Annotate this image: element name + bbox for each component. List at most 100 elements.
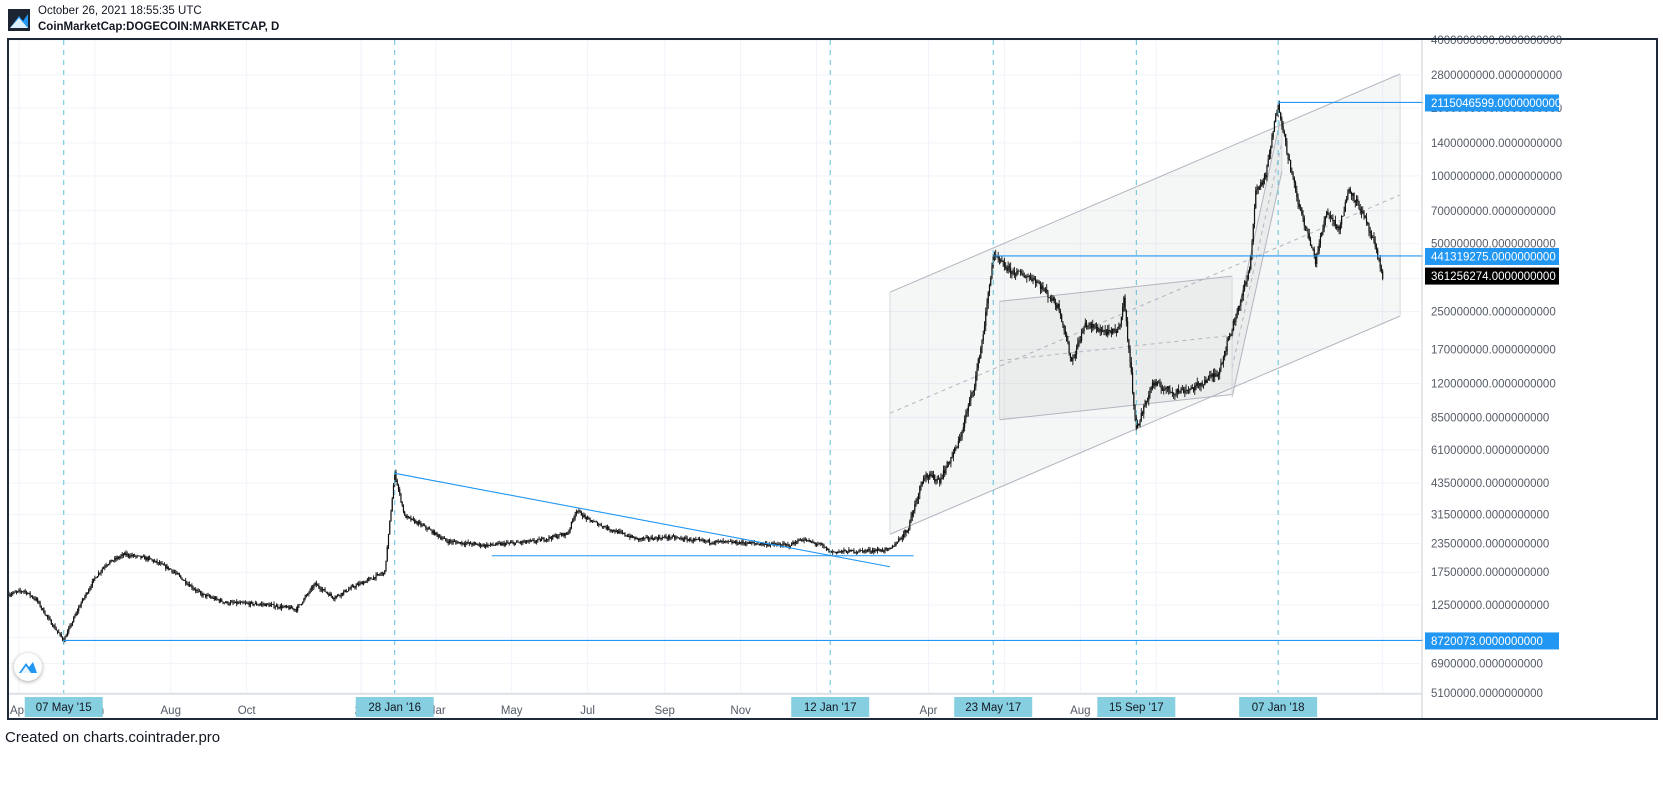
candle-body [723, 541, 726, 542]
candle-body [116, 557, 118, 560]
candle-body [508, 543, 510, 544]
candle-body [1270, 147, 1272, 154]
candle-body [1190, 388, 1192, 390]
candle-body [149, 557, 151, 559]
candle-body [599, 524, 601, 526]
candle-body [640, 538, 642, 540]
candle-body [1113, 328, 1115, 330]
candle-body [491, 543, 493, 545]
candle-body [99, 572, 101, 574]
candle-body [267, 603, 269, 605]
candle-body [351, 585, 354, 587]
candle-body [1033, 278, 1035, 280]
candle-body [961, 430, 963, 437]
candle-body [1148, 394, 1150, 401]
candle-body [1281, 118, 1283, 126]
candle-body [241, 601, 243, 603]
y-tick-label: 1000000000.0000000000 [1431, 171, 1562, 183]
candle-body [1345, 199, 1348, 203]
candle-body [303, 598, 305, 603]
candle-body [664, 536, 666, 538]
small-channel-median [1231, 142, 1283, 368]
candle-body [583, 515, 585, 517]
candle-body [1138, 423, 1140, 426]
candle-body [1327, 211, 1329, 215]
candle-body [859, 550, 861, 552]
candle-body [1382, 271, 1384, 279]
candle-body [675, 537, 677, 539]
candle-body [1314, 256, 1317, 265]
candle-body [914, 503, 916, 511]
candle-body [682, 539, 684, 541]
candle-body [736, 541, 738, 545]
candle-body [61, 636, 64, 640]
candle-body [741, 541, 743, 544]
candle-body [1299, 206, 1302, 208]
candle-body [720, 540, 722, 543]
candle-body [501, 543, 503, 546]
candle-body [856, 551, 859, 553]
candle-body [1247, 272, 1249, 280]
candle-body [746, 543, 748, 545]
candle-body [256, 603, 258, 605]
candle-body [1080, 332, 1083, 341]
candle-body [1224, 351, 1226, 358]
candle-body [321, 589, 324, 591]
candle-body [589, 518, 591, 520]
candle-body [674, 536, 676, 539]
candle-body [1105, 331, 1108, 335]
candle-body [293, 608, 295, 610]
candle-body [1347, 193, 1349, 200]
candle-body [412, 518, 414, 520]
candle-body [1282, 125, 1284, 133]
candle-body [187, 584, 189, 585]
mid-channel-fill [999, 276, 1233, 420]
candle-body [356, 583, 358, 586]
candle-body [81, 599, 84, 603]
candle-body [590, 519, 592, 522]
candle-body [447, 541, 449, 544]
candle-body [84, 596, 86, 599]
candle-body [537, 539, 539, 541]
candle-body [753, 542, 755, 544]
candle-body [114, 558, 116, 561]
candle-body [461, 542, 463, 545]
candle-body [910, 516, 912, 522]
candle-body [335, 596, 337, 599]
candle-body [942, 470, 945, 479]
candle-body [884, 548, 886, 552]
candle-body [161, 563, 163, 565]
candle-body [585, 516, 587, 520]
candle-body [1083, 326, 1085, 332]
candle-body [1255, 190, 1257, 209]
candle-body [1332, 217, 1334, 222]
candle-body [1150, 388, 1152, 390]
candle-body [1319, 235, 1322, 244]
candle-body [985, 311, 987, 326]
candle-body [850, 549, 852, 551]
candle-body [912, 510, 915, 513]
candle-body [314, 582, 316, 586]
candle-body [1334, 220, 1336, 226]
candle-body [893, 545, 895, 547]
candle-body [1316, 254, 1318, 265]
candle-body [471, 544, 473, 545]
cointrader-fab-button[interactable] [14, 653, 42, 681]
candle-body [511, 542, 513, 544]
candle-body [1308, 233, 1310, 240]
price-label-text: 8720073.0000000000 [1431, 636, 1543, 648]
candle-body [526, 540, 528, 543]
candle-body [1156, 382, 1159, 386]
candle-body [732, 542, 734, 544]
candle-body [88, 590, 90, 594]
candle-body [131, 555, 133, 556]
candle-body [106, 564, 108, 566]
candle-body [659, 536, 661, 539]
candle-body [208, 595, 210, 597]
candle-body [1271, 137, 1273, 148]
candle-body [799, 539, 801, 541]
candle-body [1175, 393, 1177, 395]
candle-body [1103, 329, 1105, 331]
candle-body [1173, 393, 1175, 395]
